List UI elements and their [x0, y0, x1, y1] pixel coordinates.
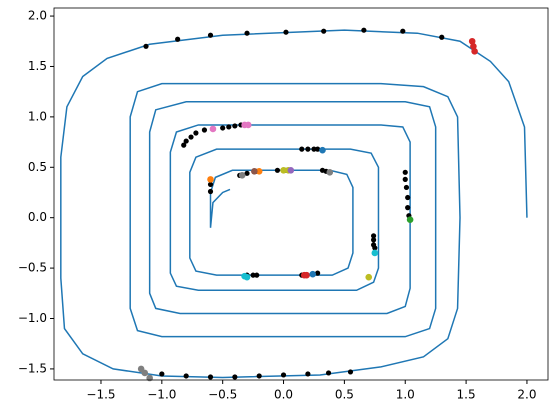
- point: [403, 184, 410, 191]
- x-tick-label: 0.0: [274, 388, 293, 402]
- point: [325, 370, 332, 376]
- point: [141, 369, 149, 377]
- point: [244, 121, 252, 129]
- point: [405, 205, 411, 211]
- y-tick-label: −0.5: [18, 261, 47, 275]
- point: [250, 272, 256, 278]
- point: [321, 28, 327, 34]
- point: [311, 146, 317, 152]
- point: [319, 146, 326, 154]
- point: [370, 237, 377, 243]
- point: [226, 124, 232, 130]
- x-tick-label: 1.0: [396, 388, 415, 402]
- point: [251, 168, 258, 175]
- point: [365, 273, 373, 281]
- point: [283, 29, 289, 35]
- point: [188, 134, 194, 140]
- point: [232, 123, 238, 129]
- point: [183, 373, 189, 379]
- point: [370, 233, 377, 239]
- y-tick-label: 2.0: [28, 9, 47, 23]
- point: [183, 138, 189, 144]
- point: [405, 194, 411, 201]
- point: [400, 28, 406, 34]
- point: [406, 216, 414, 224]
- point: [207, 32, 214, 38]
- point: [280, 167, 287, 174]
- y-tick-label: −1.0: [18, 311, 47, 325]
- point: [299, 146, 305, 152]
- point: [347, 369, 354, 375]
- x-tick-label: 0.5: [335, 388, 354, 402]
- point: [326, 169, 334, 176]
- point: [207, 188, 214, 195]
- x-tick-label: 1.5: [457, 388, 476, 402]
- point: [238, 172, 246, 179]
- point: [232, 374, 238, 380]
- point: [280, 372, 287, 378]
- point: [207, 176, 214, 183]
- point: [256, 373, 262, 379]
- point: [244, 170, 250, 176]
- point: [254, 272, 260, 278]
- y-tick-label: 0.5: [28, 160, 47, 174]
- point: [402, 176, 408, 182]
- point: [361, 27, 367, 33]
- point: [244, 30, 250, 36]
- point: [305, 371, 311, 377]
- spiral-line: [60, 29, 528, 379]
- point: [372, 245, 378, 251]
- point: [439, 34, 445, 40]
- x-tick-label: −0.5: [208, 388, 237, 402]
- point: [303, 271, 310, 279]
- y-tick-label: −1.5: [18, 361, 47, 375]
- y-tick-label: 0.0: [28, 210, 47, 224]
- point: [255, 168, 263, 175]
- axes-frame: [53, 7, 549, 381]
- point: [175, 36, 181, 42]
- point: [309, 270, 317, 278]
- y-tick-label: 1.0: [28, 109, 47, 123]
- point: [181, 142, 187, 148]
- point: [159, 371, 165, 377]
- point: [315, 146, 321, 152]
- point: [220, 125, 226, 131]
- point: [207, 181, 214, 188]
- point: [471, 48, 478, 55]
- point: [402, 169, 408, 175]
- point: [287, 167, 295, 174]
- point: [209, 125, 217, 133]
- point: [143, 43, 149, 49]
- point: [305, 146, 311, 152]
- y-tick-label: 1.5: [28, 59, 47, 73]
- x-tick-label: −1.5: [86, 388, 115, 402]
- point: [315, 270, 321, 276]
- x-tick-label: 2.0: [517, 388, 536, 402]
- x-tick-label: −1.0: [147, 388, 176, 402]
- point: [470, 43, 477, 50]
- point: [274, 167, 281, 173]
- point: [243, 273, 251, 281]
- point: [193, 130, 199, 136]
- point: [468, 37, 476, 45]
- point: [371, 249, 379, 257]
- point: [207, 374, 214, 380]
- point: [201, 127, 208, 133]
